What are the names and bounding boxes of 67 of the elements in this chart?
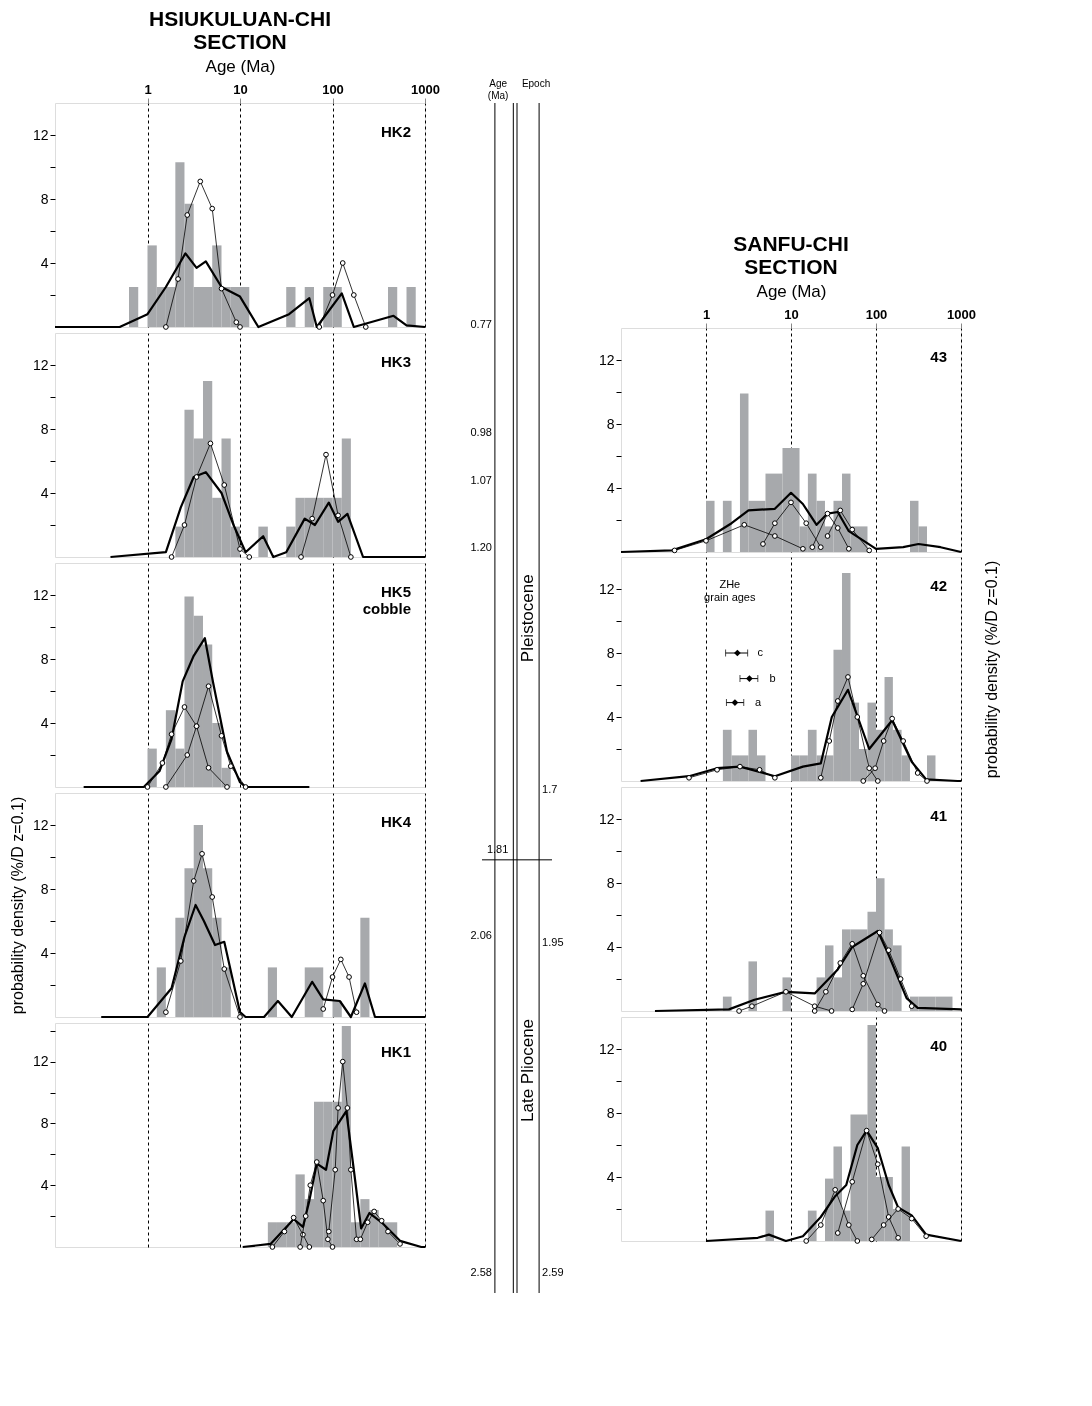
y-tick-label: 4	[40, 1176, 49, 1193]
y-tick-label: 4	[40, 254, 49, 271]
y-tick-label: 12	[598, 810, 615, 827]
y-tick-label: 8	[606, 1104, 615, 1121]
annotation: 40	[930, 1037, 947, 1054]
y-tick-label: 8	[40, 1114, 49, 1131]
annotation: 42	[930, 577, 947, 594]
y-tick-label: 4	[40, 484, 49, 501]
y-tick-label: 8	[40, 650, 49, 667]
text: 2.58	[470, 1266, 492, 1279]
y-tick-label: 4	[606, 938, 615, 955]
x-tick-label: 1	[144, 81, 152, 97]
text: 1.95	[542, 936, 564, 949]
x-tick-label: 10	[784, 306, 799, 322]
text: 0.98	[470, 425, 492, 438]
y-tick-label: 8	[606, 874, 615, 891]
y-tick-label: 4	[40, 944, 49, 961]
y-tick-label: 12	[32, 1053, 49, 1070]
annotation: HK5 cobble	[362, 583, 411, 617]
x-tick-label: 1000	[947, 306, 976, 322]
y-tick-label: 8	[40, 190, 49, 207]
x-tick-label: 100	[865, 306, 888, 322]
y-tick-label: 8	[606, 644, 615, 661]
text: 1.07	[470, 473, 492, 486]
text: Late Pliocene	[518, 1018, 538, 1122]
text: 1.20	[470, 541, 492, 554]
y-tick-label: 4	[40, 714, 49, 731]
text: 0.77	[470, 317, 492, 330]
chart-title: HSIUKULUAN-CHI SECTION	[149, 7, 331, 53]
x-tick-label: 1	[702, 306, 711, 322]
y-tick-label: 4	[606, 708, 615, 725]
text: 1.7	[542, 782, 558, 795]
annotation: HK1	[380, 1043, 411, 1060]
y-tick-label: 8	[606, 415, 615, 432]
x-tick-label: 1000	[411, 81, 440, 97]
text: Pleistocene	[518, 574, 538, 663]
y-tick-label: 12	[32, 126, 49, 143]
x-axis-title: Age (Ma)	[205, 56, 276, 76]
x-axis-title: Age (Ma)	[756, 281, 827, 301]
text: Age (Ma)	[487, 78, 509, 101]
y-tick-label: 8	[40, 420, 49, 437]
y-axis-title: probability density (%/D z=0.1)	[982, 560, 1000, 779]
x-tick-label: 10	[233, 81, 248, 97]
y-tick-label: 12	[32, 586, 49, 603]
y-tick-label: 12	[598, 1040, 615, 1057]
text: 2.06	[470, 929, 492, 942]
text: Epoch	[521, 78, 551, 89]
annotation: HK4	[380, 813, 412, 830]
annotation: 41	[930, 807, 947, 824]
y-axis-title: probability density (%/D z=0.1)	[8, 796, 26, 1015]
y-tick-label: 4	[606, 479, 615, 496]
chart-title: SANFU-CHI SECTION	[733, 232, 849, 278]
y-tick-label: 12	[598, 580, 615, 597]
annotation: ZHe grain ages	[704, 578, 756, 603]
text: 2.59	[542, 1266, 564, 1279]
annotation: c	[757, 646, 764, 658]
annotation: HK2	[380, 123, 411, 140]
y-tick-label: 4	[606, 1168, 615, 1185]
y-tick-label: 12	[32, 816, 49, 833]
y-tick-label: 12	[32, 356, 49, 373]
annotation: 43	[930, 348, 947, 365]
y-tick-label: 8	[40, 880, 49, 897]
annotation: HK3	[380, 353, 411, 370]
annotation: b	[769, 671, 776, 684]
y-tick-label: 12	[598, 351, 615, 368]
annotation: a	[754, 695, 762, 708]
x-tick-label: 100	[322, 81, 344, 97]
